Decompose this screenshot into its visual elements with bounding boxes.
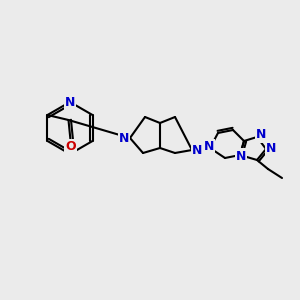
Text: N: N (266, 142, 276, 155)
Text: N: N (65, 95, 75, 109)
Text: N: N (119, 131, 129, 145)
Text: N: N (192, 143, 202, 157)
Text: N: N (256, 128, 266, 142)
Text: N: N (204, 140, 214, 154)
Text: O: O (65, 140, 76, 154)
Text: N: N (236, 149, 246, 163)
